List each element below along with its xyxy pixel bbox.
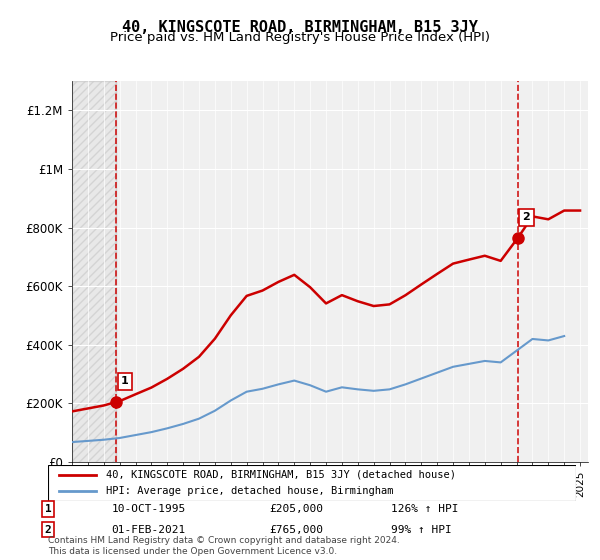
Text: 40, KINGSCOTE ROAD, BIRMINGHAM, B15 3JY (detached house): 40, KINGSCOTE ROAD, BIRMINGHAM, B15 3JY … [106, 470, 456, 480]
Text: 99% ↑ HPI: 99% ↑ HPI [391, 525, 452, 535]
Text: 01-FEB-2021: 01-FEB-2021 [112, 525, 185, 535]
Text: 2: 2 [523, 212, 530, 222]
Text: £205,000: £205,000 [270, 504, 324, 514]
Text: 2: 2 [44, 525, 52, 535]
Text: 40, KINGSCOTE ROAD, BIRMINGHAM, B15 3JY: 40, KINGSCOTE ROAD, BIRMINGHAM, B15 3JY [122, 20, 478, 35]
Text: 1: 1 [121, 376, 129, 386]
Text: 126% ↑ HPI: 126% ↑ HPI [391, 504, 459, 514]
Text: 10-OCT-1995: 10-OCT-1995 [112, 504, 185, 514]
Text: Contains HM Land Registry data © Crown copyright and database right 2024.
This d: Contains HM Land Registry data © Crown c… [48, 536, 400, 556]
Text: HPI: Average price, detached house, Birmingham: HPI: Average price, detached house, Birm… [106, 486, 394, 496]
Text: 1: 1 [44, 504, 52, 514]
Bar [72, 81, 116, 462]
FancyBboxPatch shape [48, 465, 576, 501]
Bar [72, 81, 116, 462]
Text: £765,000: £765,000 [270, 525, 324, 535]
Text: Price paid vs. HM Land Registry's House Price Index (HPI): Price paid vs. HM Land Registry's House … [110, 31, 490, 44]
